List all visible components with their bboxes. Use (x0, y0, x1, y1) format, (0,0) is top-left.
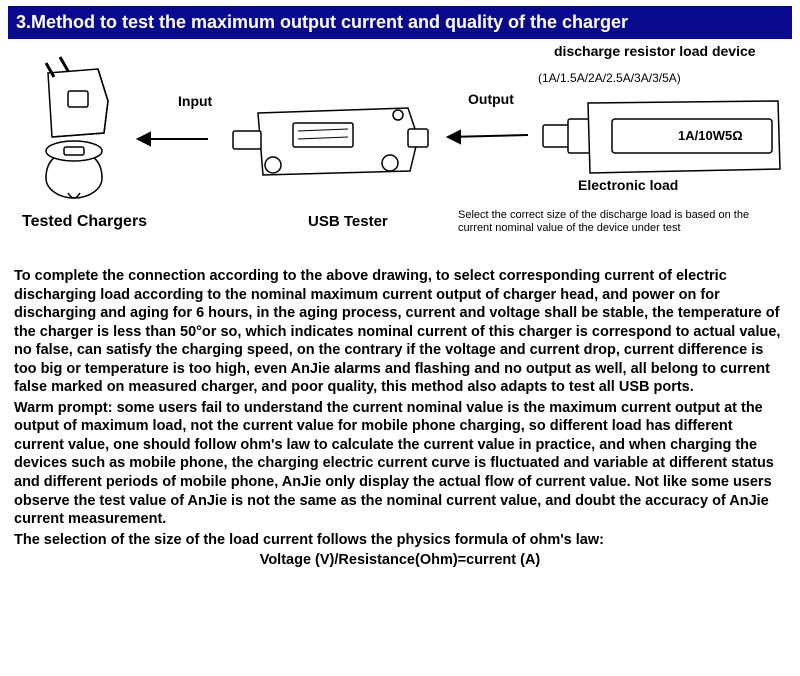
paragraph-2: Warm prompt: some users fail to understa… (14, 399, 786, 529)
label-output: Output (468, 91, 514, 107)
paragraph-1: To complete the connection according to … (14, 267, 786, 397)
body-text: To complete the connection according to … (14, 267, 786, 570)
section-header: 3.Method to test the maximum output curr… (8, 6, 792, 39)
label-electronic-load: Electronic load (578, 177, 678, 193)
label-select-note: Select the correct size of the discharge… (458, 209, 778, 235)
label-usb-tester: USB Tester (308, 213, 388, 230)
header-title: 3.Method to test the maximum output curr… (16, 12, 628, 32)
label-tested-chargers: Tested Chargers (22, 213, 147, 231)
label-current-options: (1A/1.5A/2A/2.5A/3A/3/5A) (538, 71, 681, 85)
paragraph-3: The selection of the size of the load cu… (14, 531, 786, 550)
label-input: Input (178, 93, 212, 109)
connection-diagram: discharge resistor load device (1A/1.5A/… (8, 43, 792, 263)
label-load-marking: 1A/10W5Ω (678, 128, 743, 143)
ohms-law-formula: Voltage (V)/Resistance(Ohm)=current (A) (14, 551, 786, 570)
label-discharge-device: discharge resistor load device (554, 43, 756, 59)
